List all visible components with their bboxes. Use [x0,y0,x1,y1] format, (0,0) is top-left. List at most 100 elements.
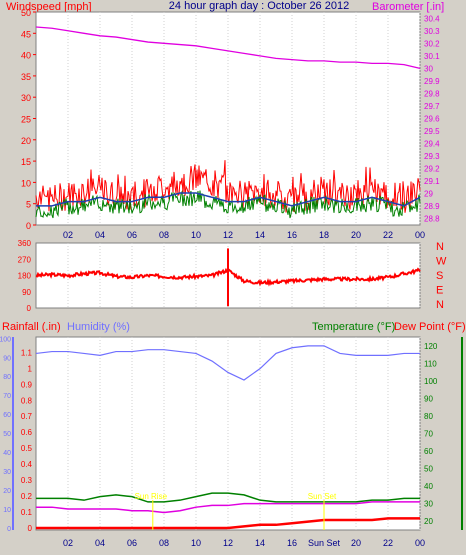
rainfall-tick-label: 0.1 [21,508,33,517]
barometer-tick-label: 30.2 [424,39,440,48]
x-tick-label: 12 [223,230,233,240]
compass-label: N [436,241,444,253]
barometer-tick-label: 30 [424,64,433,73]
barometer-y-ticks: 28.8 28.9 29 29.1 29.2 29.3 29.4 29.5 29.6 29.7 29… [424,14,440,223]
barometer-tick-label: 29.9 [424,77,440,86]
direction-tick-label: 360 [18,239,32,248]
dewpoint-axis-label: Dew Point (°F) [394,321,466,333]
direction-tick-label: 180 [18,272,32,281]
temperature-tick-label: 60 [424,447,433,456]
x-tick-label: 10 [191,538,201,548]
rainfall-tick-label: 0.8 [21,396,33,405]
barometer-tick-label: 29.6 [424,115,440,124]
barometer-tick-label: 30.4 [424,14,440,23]
graph-title: 24 hour graph day : October 26 2012 [169,0,349,12]
humidity-grid [67,337,421,530]
barometer-line [35,26,421,70]
x-tick-label: 20 [351,230,361,240]
compass-label: S [436,270,443,282]
compass-label: N [436,299,444,311]
wind-tick-label: 40 [21,51,31,61]
rainfall-line [36,517,420,530]
barometer-tick-label: 29.5 [424,127,440,136]
temperature-tick-label: 40 [424,482,433,491]
humidity-tick-label: 60 [3,412,11,419]
temperature-tick-label: 110 [424,359,437,368]
direction-tick-label: 270 [18,255,32,264]
temperature-y-ticks: 20 30 40 50 60 70 80 90 100 110 120 [424,337,463,530]
barometer-tick-label: 30.3 [424,27,440,36]
direction-tick-label: 0 [27,304,32,313]
temperature-tick-label: 120 [424,342,438,351]
wind-tick-label: 10 [21,178,31,188]
rainfall-tick-label: 0.4 [21,460,33,469]
barometer-tick-label: 29.3 [424,152,440,161]
barometer-tick-label: 28.8 [424,215,440,224]
wind-x-ticks: 02 04 06 08 10 12 14 16 18 20 22 00 [63,230,425,240]
wind-tick-label: 50 [21,8,31,18]
rainfall-y-ticks: 0 0.1 0.2 0.3 0.4 0.5 0.6 0.7 0.8 0.9 1 1.1 [21,348,33,533]
barometer-tick-label: 29.1 [424,177,440,186]
barometer-tick-label: 28.9 [424,202,440,211]
rainfall-tick-label: 0.6 [21,428,33,437]
temperature-axis-label: Temperature (°F) [312,321,395,333]
x-tick-label: 08 [159,230,169,240]
temperature-tick-label: 90 [424,394,433,403]
x-tick-label: 10 [191,230,201,240]
x-tick-label: 14 [255,538,265,548]
temperature-tick-label: 80 [424,412,433,421]
barometer-tick-label: 29 [424,190,433,199]
x-tick-label: 12 [223,538,233,548]
wind-y-ticks: 0 5 10 15 20 25 30 35 40 45 50 [21,8,36,231]
humidity-tick-label: 30 [3,469,11,476]
direction-series [35,248,421,307]
x-tick-label: Sun Set [308,538,341,548]
humidity-tick-label: 50 [3,431,11,438]
wind-tick-label: 35 [21,72,31,82]
temperature-tick-label: 50 [424,465,433,474]
rainfall-axis-label: Rainfall (.in) [2,321,61,333]
wind-tick-label: 25 [21,115,31,125]
temperature-tick-label: 70 [424,430,433,439]
x-tick-label: 16 [287,230,297,240]
humidity-tick-label: 10 [3,507,11,514]
sun-label: Sun Set [308,492,337,501]
x-tick-label: 18 [319,230,329,240]
wind-tick-label: 30 [21,93,31,103]
wind-tick-label: 5 [26,200,31,210]
x-tick-label: 00 [415,538,425,548]
barometer-tick-label: 29.8 [424,89,440,98]
humidity-tick-label: 70 [3,393,11,400]
humidity-y-ticks: 0 10 20 30 40 50 60 70 80 90 100 [0,336,14,533]
gust-line [35,160,421,213]
temperature-tick-label: 100 [424,377,438,386]
humidity-line [35,345,420,381]
barometer-axis-label: Barometer [.in] [372,1,444,13]
wind-tick-label: 20 [21,136,31,146]
dewpoint-line [36,501,420,514]
temperature-tick-label: 20 [424,517,433,526]
x-tick-label: 08 [159,538,169,548]
humidity-axis-label: Humidity (%) [67,321,130,333]
x-tick-label: 06 [127,230,137,240]
rainfall-tick-label: 0.5 [21,444,33,453]
humidity-tick-label: 100 [0,336,11,343]
humidity-tick-label: 90 [3,355,11,362]
x-tick-label: 02 [63,230,73,240]
compass-label: W [436,256,447,268]
rainfall-tick-label: 0.2 [21,492,33,501]
x-tick-label: 20 [351,538,361,548]
humidity-temp-panel: 0 0.1 0.2 0.3 0.4 0.5 0.6 0.7 0.8 0.9 1 1.1 0 10 20 30… [0,336,463,548]
wind-tick-label: 0 [26,221,31,231]
rainfall-tick-label: 1.1 [21,348,33,357]
x-tick-label: 04 [95,538,105,548]
average-wind-line [35,190,421,219]
rainfall-tick-label: 0.9 [21,380,33,389]
x-tick-label: 22 [383,538,393,548]
rainfall-tick-label: 1 [28,364,33,373]
humidity-tick-label: 40 [3,450,11,457]
wind-tick-label: 15 [21,157,31,167]
rainfall-tick-label: 0 [28,524,33,533]
